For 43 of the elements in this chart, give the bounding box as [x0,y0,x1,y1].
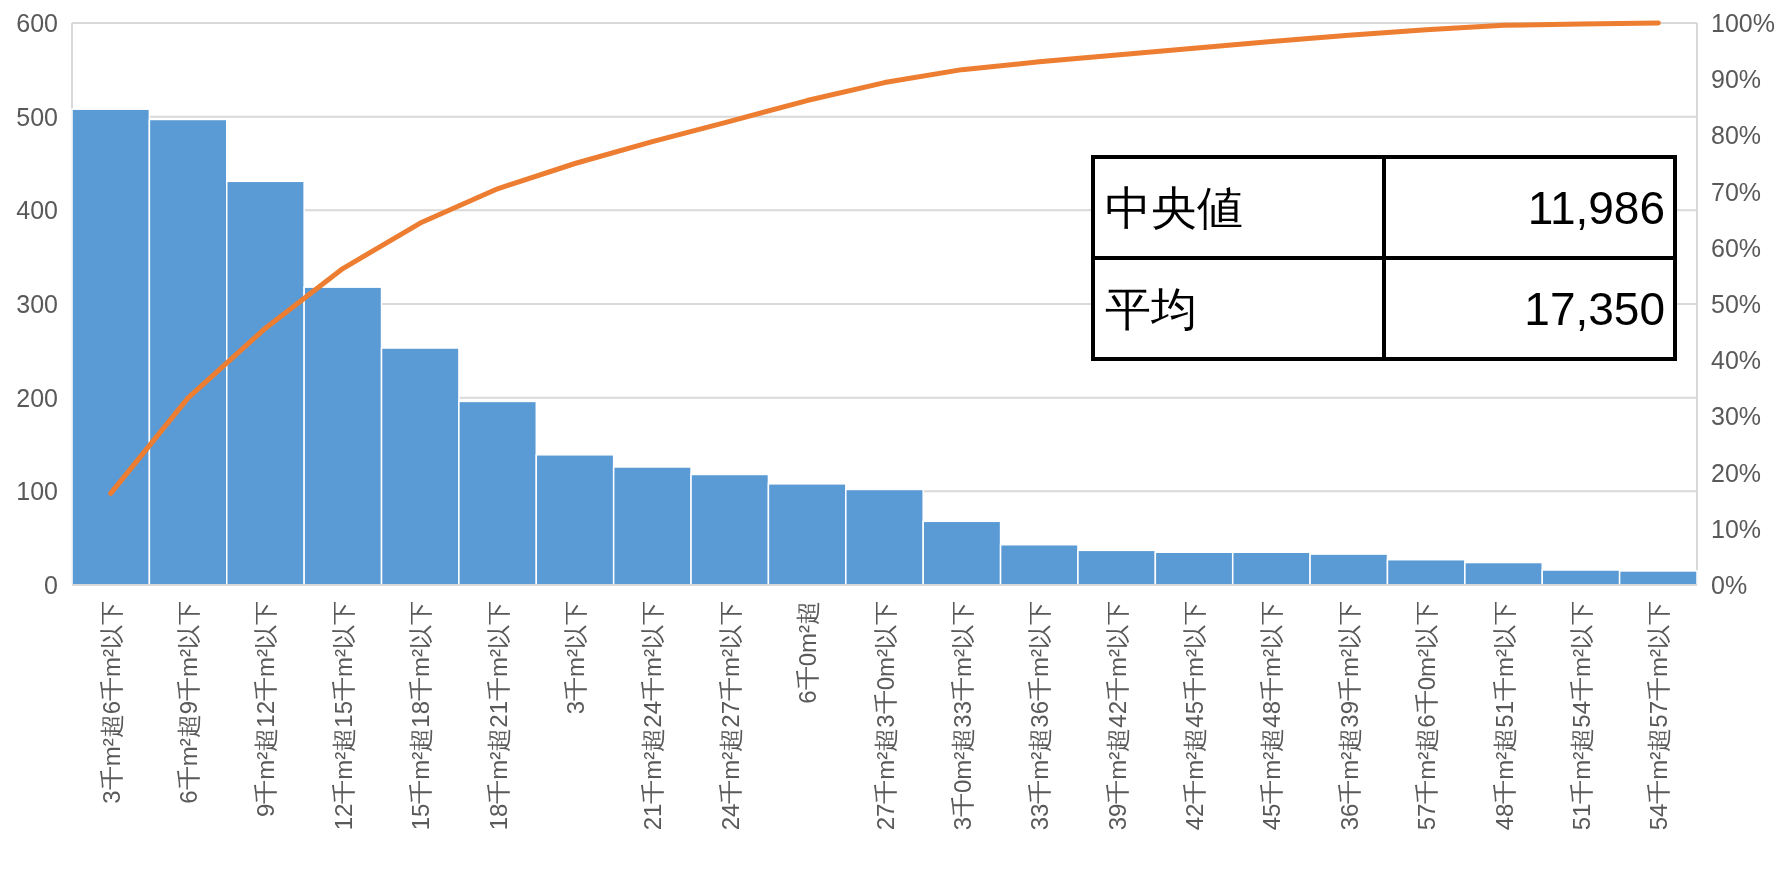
annotation: 平均 [1105,282,1197,335]
x-tick-label: 36千m²超39千m²以下 [1335,601,1363,831]
x-tick-label: 48千m²超51千m²以下 [1490,601,1518,831]
y-tick-label: 500 [16,102,58,131]
x-tick-label: 15千m²超18千m²以下 [407,601,435,831]
y2-tick-label: 20% [1711,458,1762,487]
y2-tick-label: 70% [1711,177,1762,206]
x-tick-label: 3千m²超6千m²以下 [97,601,125,804]
x-tick-label: 27千m²超3千0m²以下 [871,601,899,831]
annotation: 中央値 [1105,181,1243,234]
x-tick-label: 6千0m²超 [794,601,822,704]
x-tick-label: 18千m²超21千m²以下 [484,601,512,831]
annotation: 11,986 [1527,181,1665,234]
x-tick-label: 39千m²超42千m²以下 [1103,601,1131,831]
y2-tick-label: 30% [1711,402,1762,431]
y-tick-label: 300 [16,290,58,318]
x-tick-label: 9千m²超12千m²以下 [252,601,280,818]
x-tick-label: 24千m²超27千m²以下 [716,601,744,831]
y2-tick-label: 10% [1711,514,1762,543]
x-tick-label: 21千m²超24千m²以下 [639,601,667,831]
y2-tick-label: 80% [1711,121,1762,150]
y2-tick-label: 60% [1711,233,1762,262]
y2-tick-label: 90% [1711,65,1762,94]
y2-tick-label: 100% [1711,9,1775,37]
y2-tick-label: 0% [1711,571,1748,599]
y2-tick-label: 50% [1711,290,1762,318]
x-tick-label: 54千m²超57千m²以下 [1645,601,1673,831]
x-tick-label: 51千m²超54千m²以下 [1567,601,1595,831]
y-tick-label: 100 [16,477,58,506]
x-tick-label: 45千m²超48千m²以下 [1258,601,1286,831]
x-tick-label: 33千m²超36千m²以下 [1026,601,1054,831]
x-tick-label: 42千m²超45千m²以下 [1181,601,1209,831]
x-tick-label: 3千0m²超33千m²以下 [948,601,976,831]
x-tick-label: 3千m²以下 [561,601,589,715]
annotation: 17,350 [1524,282,1665,335]
x-tick-label: 57千m²超6千0m²以下 [1413,601,1441,831]
x-tick-label: 6千m²超9千m²以下 [175,601,203,804]
y-tick-label: 400 [16,196,58,225]
y-tick-label: 200 [16,383,58,412]
y-tick-label: 0 [44,571,58,599]
y2-tick-label: 40% [1711,346,1762,375]
y-tick-label: 600 [16,9,58,37]
x-tick-label: 12千m²超15千m²以下 [329,601,357,831]
